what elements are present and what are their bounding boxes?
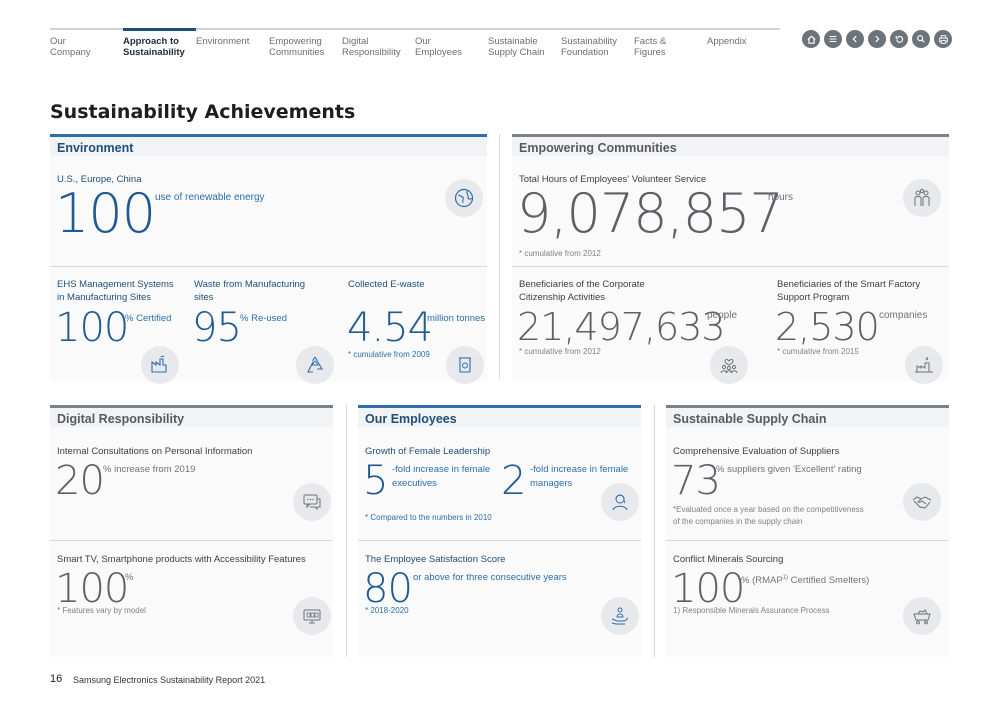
menu-icon[interactable]	[824, 30, 842, 48]
nav-sustainability-foundation[interactable]: Sustainability Foundation	[561, 28, 634, 60]
accessibility-value: 100	[55, 566, 129, 612]
female-leadership-label: Growth of Female Leadership	[365, 446, 491, 457]
minerals-label: Conflict Minerals Sourcing	[673, 554, 784, 565]
ehs-value: 100	[55, 305, 129, 351]
nav-appendix[interactable]: Appendix	[707, 28, 780, 60]
recycle-icon	[296, 346, 334, 384]
factory-support-value: 2,530	[775, 305, 880, 349]
minerals-unit: % (RMAP1) Certified Smelters)	[741, 571, 869, 588]
report-title: Samsung Electronics Sustainability Repor…	[73, 675, 266, 685]
factory-support-note: * cumulative from 2015	[777, 347, 859, 356]
digital-heading: Digital Responsibility	[50, 405, 333, 427]
consult-unit: % increase from 2019	[103, 464, 196, 475]
nav-environment[interactable]: Environment	[196, 28, 269, 60]
ewaste-label: Collected E-waste	[348, 279, 425, 290]
ewaste-bin-icon	[446, 346, 484, 384]
minerals-footnote-marker: 1)	[782, 575, 789, 581]
ehs-unit: % Certified	[125, 313, 172, 324]
tv-devices-icon	[293, 597, 331, 635]
csr-label: Beneficiaries of the Corporate Citizensh…	[519, 279, 645, 303]
smart-factory-icon	[905, 346, 943, 384]
female-exec-value: 5	[363, 458, 388, 504]
csr-value: 21,497,633	[517, 305, 726, 349]
environment-heading: Environment	[50, 134, 487, 156]
employees-panel: Our Employees Growth of Female Leadershi…	[358, 405, 641, 657]
next-icon[interactable]	[868, 30, 886, 48]
environment-panel: Environment U.S., Europe, China 100 use …	[50, 134, 487, 384]
community-heart-icon	[710, 346, 748, 384]
waste-unit: % Re-used	[240, 313, 287, 324]
ewaste-note: * cumulative from 2009	[348, 350, 430, 359]
home-icon[interactable]	[802, 30, 820, 48]
minerals-unit-head: % (RMAP	[741, 575, 783, 587]
print-icon[interactable]	[934, 30, 952, 48]
female-exec-unit: -fold increase in female executives	[392, 464, 491, 489]
supplier-eval-note: *Evaluated once a year based on the comp…	[673, 505, 864, 526]
ewaste-value: 4.54	[347, 305, 433, 351]
satisfaction-note: * 2018-2020	[365, 606, 409, 615]
mining-cart-icon	[903, 597, 941, 635]
communities-panel: Empowering Communities Total Hours of Em…	[512, 134, 949, 384]
waste-label: Waste from Manufacturing sites	[194, 279, 306, 303]
minerals-unit-tail: Certified Smelters)	[788, 575, 870, 587]
satisfaction-unit: or above for three consecutive years	[413, 572, 567, 583]
nav-empowering-communities[interactable]: Empowering Communities	[269, 28, 342, 60]
supplier-eval-value: 73	[671, 458, 721, 504]
waste-value: 95	[192, 305, 242, 351]
accessibility-label: Smart TV, Smartphone products with Acces…	[57, 554, 306, 565]
handshake-icon	[903, 483, 941, 521]
toolbar-icons	[802, 30, 952, 48]
factory-support-unit: companies	[879, 310, 928, 321]
volunteer-label: Total Hours of Employees' Volunteer Serv…	[519, 174, 707, 185]
female-leader-icon	[601, 483, 639, 521]
ewaste-unit: million tonnes	[427, 313, 486, 324]
satisfaction-value: 80	[363, 566, 413, 612]
nav-digital-responsibility[interactable]: Digital Responsibility	[342, 28, 415, 60]
nav-approach-to-sustainability[interactable]: Approach to Sustainability	[123, 28, 196, 60]
volunteer-unit: hours	[768, 192, 794, 203]
nav-our-employees[interactable]: Our Employees	[415, 28, 488, 60]
digital-panel: Digital Responsibility Internal Consulta…	[50, 405, 333, 657]
globe-leaf-icon	[445, 179, 483, 217]
female-manager-unit: -fold increase in female managers	[530, 464, 629, 489]
volunteer-note: * cumulative from 2012	[519, 249, 601, 258]
top-navigation: Our Company Approach to Sustainability E…	[50, 28, 780, 60]
supply-heading: Sustainable Supply Chain	[666, 405, 949, 427]
back-icon[interactable]	[890, 30, 908, 48]
communities-heading: Empowering Communities	[512, 134, 949, 156]
renewable-value: 100	[55, 182, 156, 245]
accessibility-note: * Features vary by model	[57, 606, 146, 615]
accessibility-unit: %	[125, 572, 134, 583]
renewable-label: U.S., Europe, China	[57, 174, 142, 185]
minerals-note: 1) Responsible Minerals Assurance Proces…	[673, 606, 830, 615]
page-number: 16	[50, 673, 63, 685]
volunteer-people-icon	[903, 179, 941, 217]
prev-icon[interactable]	[846, 30, 864, 48]
supply-panel: Sustainable Supply Chain Comprehensive E…	[666, 405, 949, 657]
female-manager-value: 2	[501, 458, 526, 504]
consult-value: 20	[55, 458, 105, 504]
nav-facts-figures[interactable]: Facts & Figures	[634, 28, 707, 60]
csr-unit: people	[707, 310, 738, 321]
page-title: Sustainability Achievements	[50, 101, 356, 123]
chat-icon	[293, 483, 331, 521]
employees-heading: Our Employees	[358, 405, 641, 427]
factory-support-label: Beneficiaries of the Smart Factory Suppo…	[777, 279, 921, 303]
csr-note: * cumulative from 2012	[519, 347, 601, 356]
search-icon[interactable]	[912, 30, 930, 48]
supplier-eval-label: Comprehensive Evaluation of Suppliers	[673, 446, 840, 457]
minerals-value: 100	[671, 566, 745, 612]
ehs-label: EHS Management Systems in Manufacturing …	[57, 279, 174, 303]
volunteer-value: 9,078,857	[517, 182, 784, 245]
nav-sustainable-supply-chain[interactable]: Sustainable Supply Chain	[488, 28, 561, 60]
consult-label: Internal Consultations on Personal Infor…	[57, 446, 253, 457]
renewable-unit: use of renewable energy	[155, 192, 265, 203]
hand-person-icon	[601, 597, 639, 635]
factory-icon	[141, 346, 179, 384]
satisfaction-label: The Employee Satisfaction Score	[365, 554, 506, 565]
supplier-eval-unit: % suppliers given 'Excellent' rating	[716, 464, 862, 475]
nav-our-company[interactable]: Our Company	[50, 28, 123, 60]
female-leadership-note: * Compared to the numbers in 2010	[365, 513, 492, 522]
